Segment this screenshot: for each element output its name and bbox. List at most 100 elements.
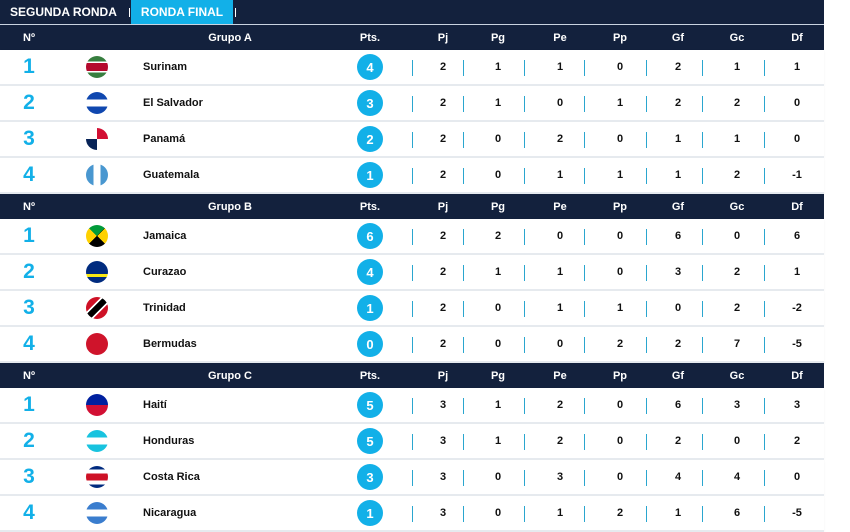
column-divider [764, 434, 765, 450]
stat-gc: 2 [733, 266, 741, 278]
points-badge: 1 [357, 162, 383, 188]
team-name[interactable]: Panamá [143, 133, 186, 145]
column-divider [646, 470, 647, 486]
column-divider [764, 337, 765, 353]
column-divider [463, 506, 464, 522]
column-divider [463, 132, 464, 148]
stat-df: 0 [793, 471, 801, 483]
column-divider [702, 229, 703, 245]
position: 3 [23, 296, 35, 319]
stat-pg: 1 [494, 266, 502, 278]
stat-gc: 0 [733, 435, 741, 447]
col-pts: Pts. [359, 200, 381, 213]
team-name[interactable]: Surinam [143, 61, 188, 73]
column-divider [584, 337, 585, 353]
trinidad-flag-icon [86, 297, 108, 319]
col-pj: Pj [437, 31, 449, 44]
column-divider [412, 60, 413, 76]
column-divider [412, 398, 413, 414]
position: 1 [23, 224, 35, 247]
team-name[interactable]: Honduras [143, 435, 195, 447]
column-divider [412, 301, 413, 317]
team-name[interactable]: Jamaica [143, 230, 187, 242]
column-divider [702, 301, 703, 317]
stat-df: 6 [793, 230, 801, 242]
stat-df: 1 [793, 61, 801, 73]
stat-pe: 2 [556, 435, 564, 447]
stat-pj: 3 [439, 507, 447, 519]
stat-gf: 2 [674, 338, 682, 350]
team-name[interactable]: Trinidad [143, 302, 186, 314]
team-name[interactable]: Curazao [143, 266, 187, 278]
stat-pj: 2 [439, 133, 447, 145]
column-divider [463, 301, 464, 317]
tab-ronda-final[interactable]: RONDA FINAL [130, 0, 237, 24]
column-divider [463, 229, 464, 245]
column-divider [764, 470, 765, 486]
stat-gc: 4 [733, 471, 741, 483]
col-pg: Pg [490, 369, 506, 382]
stat-pg: 1 [494, 97, 502, 109]
points-badge: 1 [357, 295, 383, 321]
points-badge: 4 [357, 259, 383, 285]
team-name[interactable]: Guatemala [143, 169, 200, 181]
tab-segunda-ronda[interactable]: SEGUNDA RONDA [0, 0, 130, 24]
stat-pj: 2 [439, 230, 447, 242]
col-pj: Pj [437, 200, 449, 213]
group-header: Nº Grupo A Pts. Pj Pg Pe Pp Gf Gc Df [0, 25, 824, 50]
position: 1 [23, 393, 35, 416]
stat-pg: 0 [494, 471, 502, 483]
stat-gc: 2 [733, 302, 741, 314]
column-divider [524, 265, 525, 281]
column-divider [702, 434, 703, 450]
points-badge: 5 [357, 392, 383, 418]
stat-pj: 3 [439, 399, 447, 411]
stat-pg: 0 [494, 169, 502, 181]
stat-gf: 2 [674, 61, 682, 73]
col-gc: Gc [729, 31, 745, 44]
team-name[interactable]: Bermudas [143, 338, 197, 350]
stat-pe: 1 [556, 169, 564, 181]
column-divider [524, 398, 525, 414]
group-name: Grupo A [208, 31, 252, 44]
col-pts: Pts. [359, 31, 381, 44]
team-name[interactable]: El Salvador [143, 97, 203, 109]
team-name[interactable]: Nicaragua [143, 507, 197, 519]
team-name[interactable]: Haití [143, 399, 167, 411]
team-name[interactable]: Costa Rica [143, 471, 200, 483]
col-gc: Gc [729, 200, 745, 213]
stat-pj: 2 [439, 302, 447, 314]
stat-pj: 3 [439, 435, 447, 447]
col-no: Nº [23, 31, 35, 44]
col-pj: Pj [437, 369, 449, 382]
stat-pe: 1 [556, 302, 564, 314]
column-divider [646, 60, 647, 76]
table-row: 1 Haití 5 3 1 2 0 6 3 3 [0, 388, 824, 424]
stat-pp: 2 [616, 338, 624, 350]
stat-gc: 1 [733, 133, 741, 145]
stat-df: 2 [793, 435, 801, 447]
standings-widget: SEGUNDA RONDA RONDA FINAL Nº Grupo A Pts… [0, 0, 824, 532]
stat-pp: 0 [616, 399, 624, 411]
column-divider [646, 337, 647, 353]
bermuda-flag-icon [86, 333, 108, 355]
column-divider [764, 229, 765, 245]
column-divider [524, 337, 525, 353]
table-row: 2 Curazao 4 2 1 1 0 3 2 1 [0, 255, 824, 291]
curacao-flag-icon [86, 261, 108, 283]
column-divider [584, 301, 585, 317]
points-badge: 6 [357, 223, 383, 249]
stat-pe: 1 [556, 61, 564, 73]
column-divider [764, 96, 765, 112]
col-no: Nº [23, 200, 35, 213]
stat-gf: 4 [674, 471, 682, 483]
column-divider [412, 96, 413, 112]
stat-pg: 1 [494, 61, 502, 73]
column-divider [646, 398, 647, 414]
stat-gf: 3 [674, 266, 682, 278]
column-divider [646, 96, 647, 112]
stat-gc: 6 [733, 507, 741, 519]
column-divider [702, 337, 703, 353]
column-divider [702, 132, 703, 148]
column-divider [463, 265, 464, 281]
